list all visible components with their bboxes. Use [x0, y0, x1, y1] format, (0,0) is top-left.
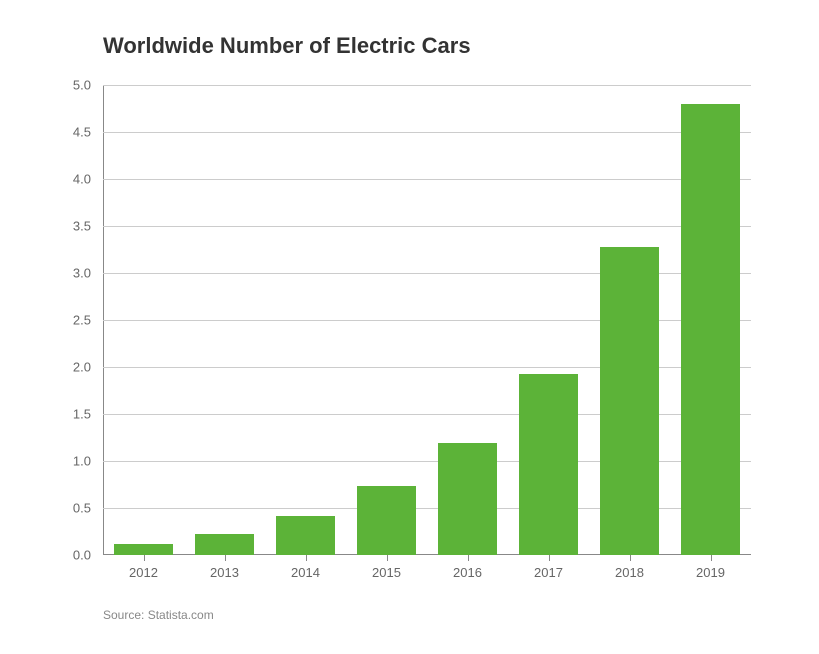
bar: [195, 534, 253, 555]
bar: [600, 247, 658, 555]
x-axis-tick-label: 2019: [696, 565, 725, 580]
x-axis-tick: [144, 555, 145, 561]
x-axis-tick: [387, 555, 388, 561]
x-axis-tick: [630, 555, 631, 561]
x-axis-tick-label: 2017: [534, 565, 563, 580]
x-axis-tick: [549, 555, 550, 561]
y-axis-tick-label: 3.0: [73, 266, 91, 281]
y-axis-tick-label: 4.0: [73, 172, 91, 187]
bar: [519, 374, 577, 555]
y-axis-tick-label: 1.0: [73, 454, 91, 469]
x-axis-tick: [306, 555, 307, 561]
y-axis-tick-label: 2.5: [73, 313, 91, 328]
y-axis-tick-label: 5.0: [73, 78, 91, 93]
plot-area: 0.00.51.01.52.02.53.03.54.04.55.02012201…: [103, 85, 751, 555]
bar: [276, 516, 334, 555]
grid-line: [103, 179, 751, 180]
x-axis-tick-label: 2013: [210, 565, 239, 580]
grid-line: [103, 132, 751, 133]
y-axis-tick-label: 4.5: [73, 125, 91, 140]
grid-line: [103, 85, 751, 86]
y-axis-tick-label: 2.0: [73, 360, 91, 375]
y-axis-tick-label: 1.5: [73, 407, 91, 422]
x-axis-tick-label: 2016: [453, 565, 482, 580]
x-axis-tick-label: 2015: [372, 565, 401, 580]
y-axis-tick-label: 0.0: [73, 548, 91, 563]
bar: [114, 544, 172, 555]
x-axis-tick-label: 2012: [129, 565, 158, 580]
chart-title: Worldwide Number of Electric Cars: [103, 33, 471, 59]
bar: [681, 104, 739, 555]
x-axis-tick: [225, 555, 226, 561]
x-axis-tick: [711, 555, 712, 561]
bar: [357, 486, 415, 555]
x-axis-tick-label: 2018: [615, 565, 644, 580]
bar: [438, 443, 496, 555]
chart-container: Worldwide Number of Electric Cars 0.00.5…: [0, 0, 819, 654]
x-axis-tick-label: 2014: [291, 565, 320, 580]
grid-line: [103, 226, 751, 227]
source-label: Source: Statista.com: [103, 608, 214, 622]
y-axis-tick-label: 0.5: [73, 501, 91, 516]
y-axis-tick-label: 3.5: [73, 219, 91, 234]
x-axis-tick: [468, 555, 469, 561]
